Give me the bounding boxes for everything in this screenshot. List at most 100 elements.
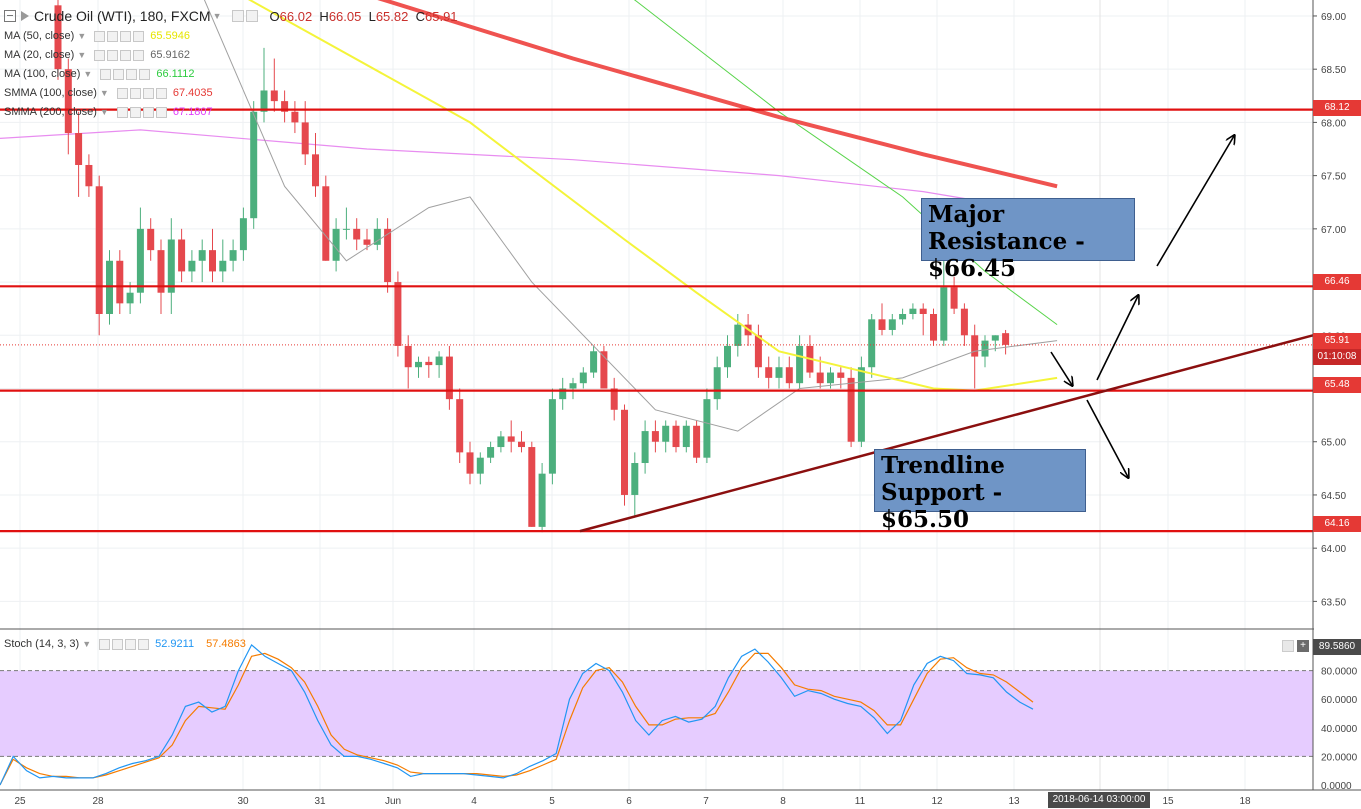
candle-body — [136, 228, 144, 293]
indicator-row: SMMA (200, close) ▼ 67.1807 — [4, 105, 213, 119]
price-tag-68-12: 68.12 — [1313, 100, 1361, 116]
high-label: H — [319, 8, 329, 24]
indicator-caret-icon[interactable]: ▼ — [99, 88, 109, 98]
indicator-label[interactable]: SMMA (100, close) — [4, 87, 97, 99]
stoch-tick-label: 60.0000 — [1321, 695, 1358, 706]
candle-body — [85, 164, 93, 187]
stoch-label[interactable]: Stoch (14, 3, 3) — [4, 638, 80, 650]
indicator-caret-icon[interactable]: ▼ — [83, 69, 93, 79]
candle-body — [518, 441, 525, 448]
indicator-buttons[interactable] — [116, 106, 167, 118]
close-icon[interactable] — [133, 49, 145, 61]
symbol-caret-icon[interactable]: ▼ — [212, 11, 222, 21]
indicator-label[interactable]: MA (50, close) — [4, 30, 75, 42]
add-icon[interactable] — [120, 30, 132, 42]
settings-icon[interactable] — [129, 106, 141, 118]
indicator-buttons[interactable] — [116, 87, 167, 99]
price-axis[interactable]: 69.0068.5068.0067.5067.0066.5066.0065.50… — [1312, 0, 1361, 809]
candle-body — [713, 367, 721, 400]
price-tag-65-48: 65.48 — [1313, 377, 1361, 393]
settings-icon[interactable] — [112, 638, 124, 650]
stoch-buttons[interactable] — [99, 638, 150, 650]
indicator-row: SMMA (100, close) ▼ 67.4035 — [4, 86, 213, 100]
indicator-buttons[interactable] — [94, 30, 145, 42]
candle-body — [147, 228, 155, 251]
eye-icon[interactable] — [99, 638, 111, 650]
stoch-expand-icon[interactable]: + — [1297, 640, 1309, 652]
settings-icon[interactable] — [107, 49, 119, 61]
close-label: C — [415, 8, 425, 24]
low-value: 65.82 — [375, 8, 409, 24]
collapse-icon[interactable] — [4, 10, 16, 22]
time-axis[interactable]: 25 28 30 31 Jun 4 5 6 7 8 11 12 13 15 18 — [0, 789, 1361, 809]
candle-body — [157, 250, 165, 293]
stoch-maximize-icon[interactable] — [1282, 640, 1294, 652]
indicator-caret-icon[interactable]: ▼ — [99, 107, 109, 117]
indicator-label[interactable]: MA (100, close) — [4, 68, 81, 80]
price-tag-countdown: 01:10:08 — [1313, 349, 1361, 365]
candle-body — [466, 452, 474, 474]
close-icon[interactable] — [138, 638, 150, 650]
smma-200-path — [0, 129, 1006, 206]
open-value: 66.02 — [279, 8, 313, 24]
add-icon[interactable] — [142, 106, 154, 118]
eye-icon[interactable] — [100, 68, 112, 80]
x-tick-label: Jun — [385, 796, 401, 807]
support-annotation[interactable]: Trendline Support - $65.50 — [874, 449, 1086, 533]
indicator-label[interactable]: MA (20, close) — [4, 49, 75, 61]
stoch-k-path — [0, 643, 1034, 786]
crosshair-date-tag: 2018-06-14 03:00:00 — [1048, 792, 1150, 808]
arrow-up-long — [1156, 136, 1234, 267]
grid — [0, 0, 1313, 790]
add-icon[interactable] — [125, 638, 137, 650]
candle-body — [198, 250, 206, 261]
indicator-caret-icon[interactable]: ▼ — [77, 50, 87, 60]
candle-body — [270, 90, 278, 102]
x-tick-label: 13 — [1008, 796, 1020, 807]
compare-icon[interactable] — [245, 10, 258, 22]
settings-icon[interactable] — [231, 10, 244, 22]
trendline-path — [579, 334, 1314, 533]
indicator-buttons[interactable] — [100, 68, 151, 80]
stoch-caret-icon[interactable]: ▼ — [82, 639, 92, 649]
candle-body — [435, 356, 443, 366]
candle-body — [126, 292, 134, 304]
price-tag-64-16: 64.16 — [1313, 516, 1361, 532]
candle-body — [765, 367, 773, 378]
indicator-caret-icon[interactable]: ▼ — [77, 31, 87, 41]
settings-icon[interactable] — [129, 87, 141, 99]
symbol-buttons[interactable] — [231, 10, 258, 22]
candle-body — [837, 372, 845, 378]
close-icon[interactable] — [139, 68, 151, 80]
add-icon[interactable] — [120, 49, 132, 61]
close-icon[interactable] — [155, 87, 167, 99]
eye-icon[interactable] — [116, 87, 128, 99]
eye-icon[interactable] — [94, 49, 106, 61]
candle-body — [672, 425, 680, 448]
indicator-label[interactable]: SMMA (200, close) — [4, 106, 97, 118]
trendline-support[interactable] — [579, 334, 1314, 533]
candle-body — [651, 431, 659, 442]
resistance-annotation[interactable]: Major Resistance - $66.45 — [921, 198, 1135, 282]
moving-average-lines — [203, 0, 1058, 432]
x-tick-label: 15 — [1162, 796, 1174, 807]
close-icon[interactable] — [155, 106, 167, 118]
projection-arrows[interactable] — [1050, 136, 1234, 477]
indicator-buttons[interactable] — [94, 49, 145, 61]
candle-body — [54, 5, 62, 70]
high-value: 66.05 — [328, 8, 362, 24]
add-icon[interactable] — [142, 87, 154, 99]
candle-body — [219, 260, 227, 272]
horizontal-levels[interactable] — [0, 108, 1313, 533]
settings-icon[interactable] — [107, 30, 119, 42]
candle-body — [425, 361, 433, 366]
add-icon[interactable] — [126, 68, 138, 80]
close-icon[interactable] — [133, 30, 145, 42]
symbol-label[interactable]: Crude Oil (WTI), 180, FXCM — [34, 8, 211, 24]
eye-icon[interactable] — [94, 30, 106, 42]
axis-bg — [1314, 0, 1361, 809]
settings-icon[interactable] — [113, 68, 125, 80]
eye-icon[interactable] — [116, 106, 128, 118]
x-tick-label: 31 — [314, 796, 326, 807]
